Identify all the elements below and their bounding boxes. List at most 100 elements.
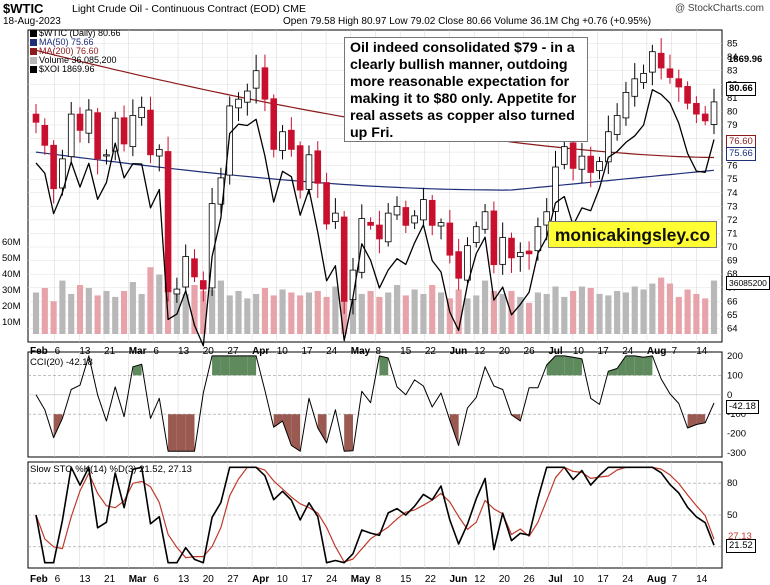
chart-date: 18-Aug-2023 bbox=[3, 16, 61, 27]
price-candle bbox=[384, 212, 392, 243]
price-candle bbox=[437, 222, 445, 227]
price-candle bbox=[446, 222, 454, 256]
cci-axis-label: -200 bbox=[727, 429, 746, 440]
x-axis-label-top: 6 bbox=[153, 346, 159, 357]
volume-bar bbox=[402, 295, 409, 334]
price-candle bbox=[59, 158, 66, 189]
price-candle bbox=[516, 252, 524, 257]
tag-ma50: 75.66 bbox=[726, 147, 756, 161]
price-candle bbox=[261, 67, 269, 100]
x-axis-label-bottom: Feb bbox=[30, 574, 48, 585]
sto-axis-label: 80 bbox=[727, 478, 738, 489]
volume-bar bbox=[508, 290, 515, 334]
price-candle bbox=[155, 148, 163, 157]
annotation-box: Oil indeed consolidated $79 - in a clear… bbox=[344, 37, 588, 142]
sto-label: Slow STO %K(14) %D(3) 21.52, 27.13 bbox=[30, 464, 192, 475]
cci-overbought-fill bbox=[546, 355, 556, 376]
volume-bar bbox=[32, 292, 40, 334]
price-candle bbox=[508, 237, 515, 259]
x-axis-label-bottom: 17 bbox=[301, 574, 313, 585]
price-candle bbox=[279, 131, 286, 151]
ohlc-readout: Open 79.58 High 80.97 Low 79.02 Close 80… bbox=[283, 16, 652, 27]
price-candle bbox=[543, 211, 551, 226]
price-candle bbox=[596, 161, 603, 172]
x-axis-label-top: 7 bbox=[672, 346, 678, 357]
price-candle bbox=[85, 109, 93, 134]
x-axis-label-bottom: May bbox=[351, 574, 371, 585]
x-axis-label-top: 17 bbox=[301, 346, 313, 357]
price-axis-label: 70 bbox=[727, 242, 738, 253]
price-candle bbox=[41, 124, 49, 146]
volume-bar bbox=[464, 298, 471, 334]
x-axis-label-bottom: 13 bbox=[178, 574, 190, 585]
price-candle bbox=[613, 115, 621, 135]
volume-bar bbox=[68, 293, 75, 334]
price-candle bbox=[173, 288, 181, 295]
price-candle bbox=[191, 258, 198, 278]
price-candle bbox=[640, 73, 647, 84]
volume-bar bbox=[561, 296, 568, 334]
price-panel-frame bbox=[27, 29, 723, 343]
x-axis-label-bottom: 26 bbox=[524, 574, 536, 585]
price-candle bbox=[226, 105, 234, 176]
chart-legend: $WTIC (Daily) 80.66 MA(50) 75.66 MA(200)… bbox=[30, 29, 121, 74]
x-axis-label-bottom: 20 bbox=[203, 574, 215, 585]
price-axis-label: 68 bbox=[727, 269, 738, 280]
volume-bar bbox=[490, 290, 497, 334]
x-axis-label-bottom: 24 bbox=[326, 574, 338, 585]
x-axis-label-top: 15 bbox=[400, 346, 412, 357]
price-candle bbox=[561, 146, 568, 165]
price-candle bbox=[120, 117, 128, 145]
cci-axis-label: 100 bbox=[727, 370, 743, 381]
volume-bar bbox=[41, 288, 48, 334]
volume-bar bbox=[534, 292, 541, 334]
price-axis-label: 76 bbox=[727, 161, 738, 172]
price-candle bbox=[103, 154, 110, 157]
x-axis-label-top: Mar bbox=[129, 346, 147, 357]
price-candle bbox=[534, 226, 542, 252]
price-candle bbox=[490, 210, 498, 266]
x-axis-label-top: Feb bbox=[30, 346, 48, 357]
x-axis-label-bottom: 8 bbox=[375, 574, 381, 585]
volume-bar bbox=[305, 292, 313, 334]
x-axis-label-top: 24 bbox=[622, 346, 634, 357]
price-candle bbox=[129, 115, 137, 148]
cci-overbought-fill bbox=[379, 355, 389, 376]
cci-oversold-fill bbox=[273, 414, 283, 428]
volume-bar bbox=[710, 280, 718, 334]
price-candle bbox=[525, 250, 533, 255]
volume-bar bbox=[147, 267, 154, 334]
price-candle bbox=[164, 151, 172, 293]
stockcharts-brand: @ StockCharts.com bbox=[674, 3, 764, 14]
volume-bar bbox=[393, 285, 401, 334]
price-candle bbox=[675, 78, 683, 88]
legend-xoi-swatch bbox=[30, 66, 37, 73]
price-candle bbox=[94, 112, 101, 160]
cci-oversold-fill bbox=[282, 414, 292, 446]
volume-bar bbox=[261, 288, 269, 334]
volume-bar bbox=[358, 293, 365, 334]
price-candle bbox=[32, 113, 40, 123]
x-axis-label-top: 10 bbox=[573, 346, 585, 357]
volume-bar bbox=[156, 274, 163, 334]
volume-bar bbox=[367, 290, 374, 334]
price-candle bbox=[138, 106, 145, 119]
cci-overbought-fill bbox=[238, 355, 248, 376]
x-axis-label-top: Aug bbox=[647, 346, 666, 357]
x-axis-label-bottom: 24 bbox=[622, 574, 634, 585]
cci-axis-label: 200 bbox=[727, 351, 743, 362]
volume-bar bbox=[253, 293, 260, 334]
x-axis-label-top: 20 bbox=[499, 346, 511, 357]
volume-bar bbox=[517, 296, 524, 334]
volume-bar bbox=[675, 296, 682, 334]
volume-bar bbox=[173, 289, 180, 334]
price-candle bbox=[455, 251, 462, 279]
price-candle bbox=[270, 98, 278, 150]
volume-bar bbox=[244, 298, 251, 334]
price-candle bbox=[235, 98, 242, 109]
volume-bar bbox=[59, 280, 66, 334]
price-candle bbox=[578, 155, 586, 170]
volume-bar bbox=[429, 285, 436, 334]
cci-oversold-fill bbox=[696, 414, 706, 425]
x-axis-label-top: 13 bbox=[178, 346, 190, 357]
